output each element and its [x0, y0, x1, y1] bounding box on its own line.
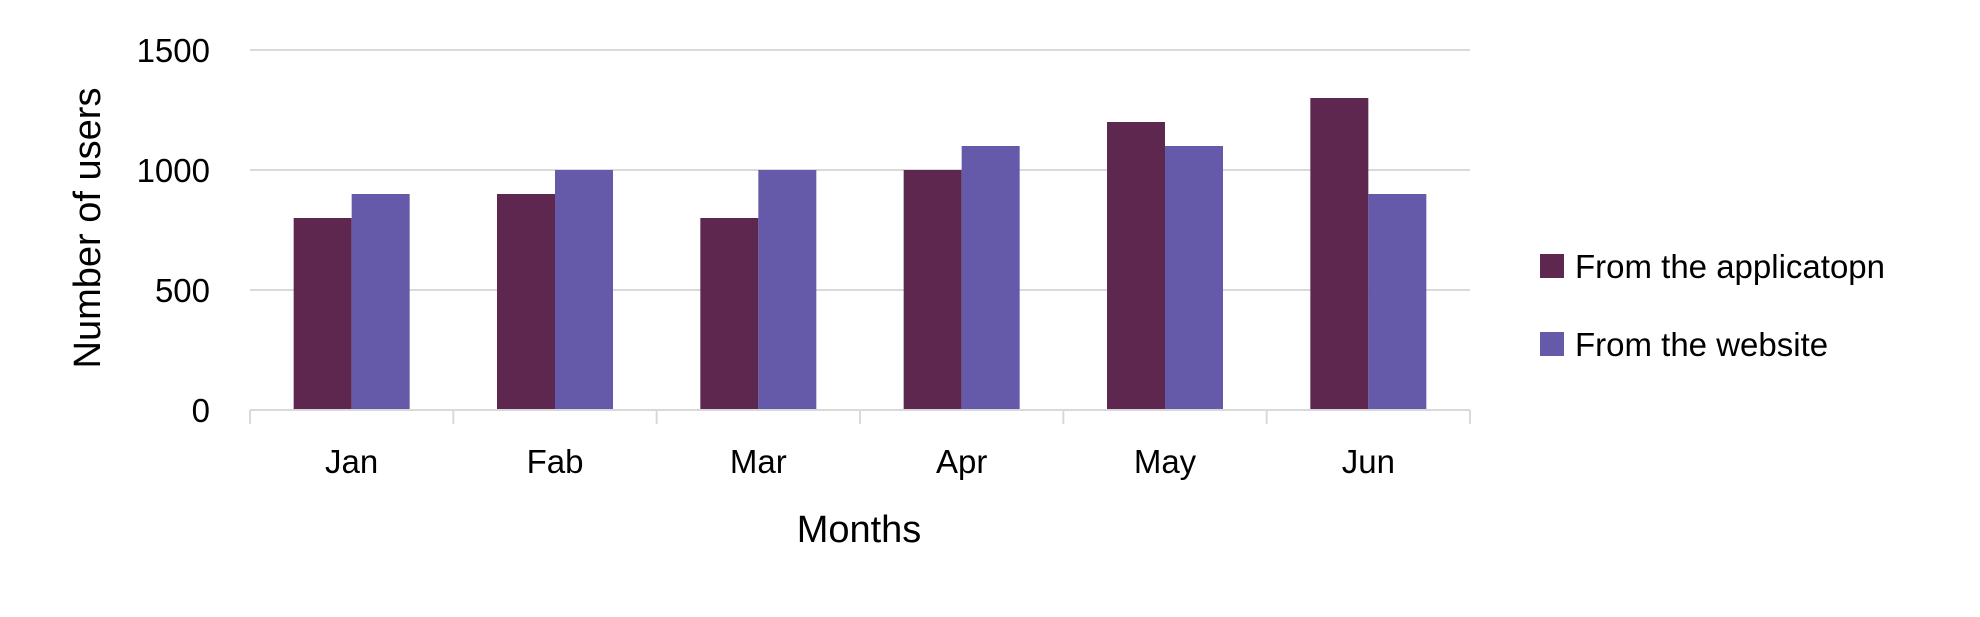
- bar-website: [555, 170, 613, 410]
- x-tick-label: May: [1134, 443, 1197, 480]
- x-axis: [249, 409, 1471, 424]
- bar-applicatopn: [1107, 122, 1165, 410]
- bar-website: [351, 194, 410, 410]
- y-axis-title: Number of users: [67, 88, 109, 369]
- bar-applicatopn: [497, 194, 555, 410]
- y-tick-label: 500: [155, 272, 210, 309]
- legend-swatch-applicatopn: [1540, 254, 1564, 278]
- legend: From the applicatopn From the website: [1540, 248, 1885, 363]
- bar-website: [1165, 146, 1223, 410]
- bar-applicatopn: [293, 218, 352, 410]
- bar-website: [758, 170, 817, 410]
- bar-applicatopn: [903, 170, 962, 410]
- legend-swatch-website: [1540, 332, 1564, 356]
- y-tick-labels: 0 500 1000 1500: [137, 32, 210, 429]
- legend-label-applicatopn: From the applicatopn: [1575, 248, 1885, 285]
- bars: [293, 98, 1427, 410]
- x-tick-label: Fab: [527, 443, 584, 480]
- x-tick-label: Apr: [936, 443, 987, 480]
- bar-website: [1368, 194, 1427, 410]
- gridlines: [250, 49, 1470, 291]
- x-tick-label: Jun: [1342, 443, 1395, 480]
- bar-applicatopn: [1310, 98, 1369, 410]
- y-tick-label: 1500: [137, 32, 210, 69]
- x-tick-labels: Jan Fab Mar Apr May Jun: [325, 443, 1395, 480]
- bar-website: [961, 146, 1020, 410]
- x-tick-label: Mar: [730, 443, 787, 480]
- y-tick-label: 1000: [137, 152, 210, 189]
- bar-applicatopn: [700, 218, 759, 410]
- y-tick-label: 0: [192, 392, 210, 429]
- x-axis-title: Months: [797, 509, 922, 551]
- x-tick-label: Jan: [325, 443, 378, 480]
- legend-label-website: From the website: [1575, 326, 1828, 363]
